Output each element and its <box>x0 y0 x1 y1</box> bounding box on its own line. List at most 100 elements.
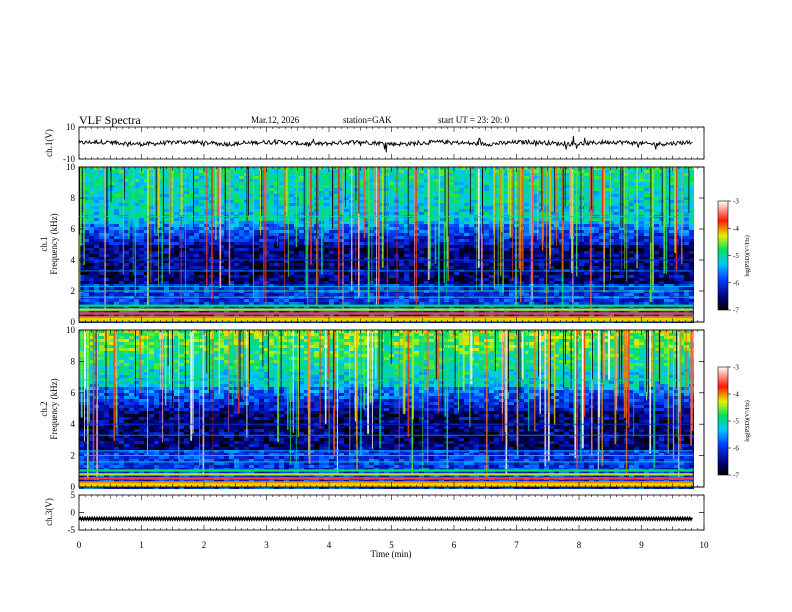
spectrogram-cell <box>229 290 234 293</box>
spectrogram-cell <box>359 188 364 191</box>
spectrogram-cell <box>194 194 199 197</box>
spectrogram-cell <box>99 179 104 182</box>
spectrogram-cell <box>484 203 489 206</box>
spectrogram-cell <box>504 200 509 203</box>
spectrogram-cell <box>489 245 494 248</box>
spectrogram-cell <box>229 299 234 302</box>
spectrogram-cell <box>339 299 344 302</box>
spectrogram-cell <box>79 284 84 287</box>
spectrogram-cell <box>229 233 234 236</box>
spectrogram-cell <box>524 194 529 197</box>
spectrogram-cell <box>519 263 524 266</box>
spectrogram-cell <box>404 227 409 230</box>
spectrogram-cell <box>264 224 269 227</box>
spectrogram-cell <box>79 266 84 269</box>
spectrogram-cell <box>219 221 224 224</box>
spectrogram-cell <box>299 260 304 263</box>
spectrogram-cell <box>89 227 94 230</box>
spectrogram-cell <box>184 251 189 254</box>
spectrogram-cell <box>324 293 329 296</box>
spectrogram-cell <box>264 185 269 188</box>
spectrogram-cell <box>219 278 224 281</box>
spectrogram-cell <box>549 251 554 254</box>
spectrogram-cell <box>454 218 459 221</box>
spectrogram-cell <box>409 218 414 221</box>
spectrogram-cell <box>224 176 229 179</box>
spectrogram-cell <box>419 179 424 182</box>
spectrogram-cell <box>249 248 254 251</box>
spectrogram-cell <box>279 272 284 275</box>
spectrogram-cell <box>259 272 264 275</box>
spectrogram-cell <box>344 221 349 224</box>
spectrogram-cell <box>249 251 254 254</box>
spectrogram-cell <box>224 185 229 188</box>
spectrogram-cell <box>199 221 204 224</box>
spectrogram-cell <box>504 242 509 245</box>
spectrogram-cell <box>224 281 229 284</box>
spectrogram-cell <box>534 188 539 191</box>
spectrogram-cell <box>334 233 339 236</box>
spectrogram-cell <box>279 194 284 197</box>
spectrogram-cell <box>389 206 394 209</box>
spectrogram-cell <box>169 197 174 200</box>
spectrogram-cell <box>159 299 164 302</box>
spectrogram-cell <box>134 173 139 176</box>
spectrogram-cell <box>409 173 414 176</box>
spectrogram-cell <box>324 212 329 215</box>
spectrogram-cell <box>189 257 194 260</box>
spectrogram-cell <box>359 302 364 305</box>
spectrogram-cell <box>89 290 94 293</box>
spectrogram-cell <box>344 257 349 260</box>
spectrogram-cell <box>274 227 279 230</box>
spectrogram-cell <box>154 233 159 236</box>
spectrogram-cell <box>489 293 494 296</box>
spectrogram-cell <box>409 287 414 290</box>
spectrogram-cell <box>249 257 254 260</box>
spectrogram-cell <box>399 224 404 227</box>
spectrogram-cell <box>219 236 224 239</box>
spectrogram-cell <box>254 233 259 236</box>
spectrogram-cell <box>364 227 369 230</box>
spectrogram-cell <box>529 173 534 176</box>
spectrogram-cell <box>289 302 294 305</box>
spectrogram-cell <box>464 233 469 236</box>
spectrogram-cell <box>399 236 404 239</box>
spectrogram-cell <box>104 257 109 260</box>
spectrogram-cell <box>494 302 499 305</box>
spectrogram-cell <box>384 176 389 179</box>
spectrogram-cell <box>114 254 119 257</box>
spectrogram-cell <box>254 287 259 290</box>
spectrogram-cell <box>434 212 439 215</box>
spectrogram-cell <box>114 176 119 179</box>
spectrogram-cell <box>404 272 409 275</box>
spectrogram-cell <box>129 236 134 239</box>
spectrogram-cell <box>259 257 264 260</box>
spectrogram-cell <box>404 314 409 317</box>
spectrogram-cell <box>84 176 89 179</box>
spectrogram-cell <box>279 179 284 182</box>
spectrogram-cell <box>134 185 139 188</box>
spectrogram-cell <box>424 206 429 209</box>
spectrogram-cell <box>239 236 244 239</box>
spectrogram-cell <box>519 278 524 281</box>
spectrogram-cell <box>494 209 499 212</box>
spectrogram-cell <box>189 272 194 275</box>
spectrogram-cell <box>219 170 224 173</box>
spectrogram-cell <box>449 239 454 242</box>
spectrogram-cell <box>549 278 554 281</box>
spectrogram-cell <box>249 245 254 248</box>
spectrogram-cell <box>554 248 559 251</box>
spectrogram-cell <box>419 290 424 293</box>
spectrogram-cell <box>189 206 194 209</box>
spectrogram-cell <box>429 200 434 203</box>
spectrogram-cell <box>124 272 129 275</box>
spectrogram-cell <box>379 227 384 230</box>
spectrogram-cell <box>524 272 529 275</box>
spectrogram-cell <box>144 284 149 287</box>
spectrogram-cell <box>484 227 489 230</box>
spectrogram-cell <box>109 224 114 227</box>
spectrogram-cell <box>459 242 464 245</box>
spectrogram-cell <box>244 263 249 266</box>
spectrogram-cell <box>499 239 504 242</box>
spectrogram-cell <box>149 251 154 254</box>
